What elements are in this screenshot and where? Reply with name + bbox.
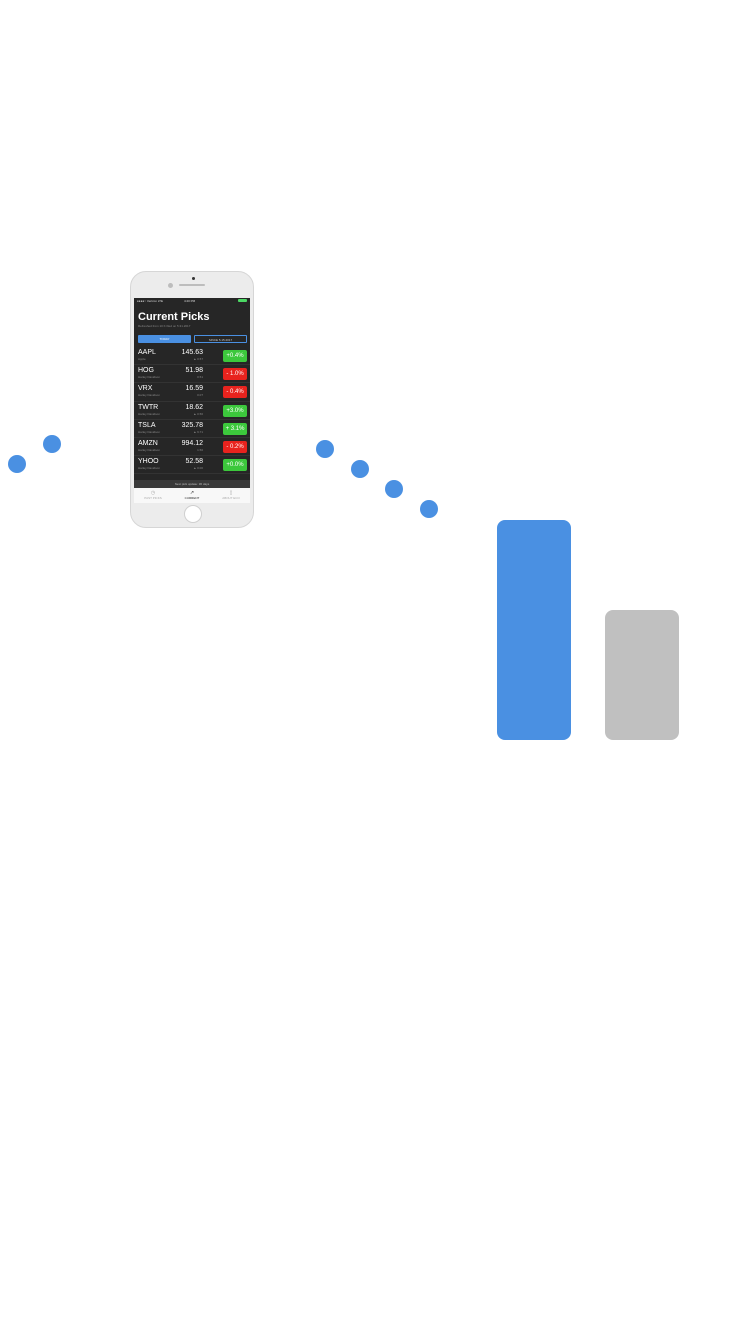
tab-label: PAST PICKS xyxy=(144,496,162,500)
segment-since[interactable]: SINCE 5.15.2017 xyxy=(194,335,247,343)
stock-symbol: VRX xyxy=(138,385,153,393)
stock-symbol: HOG xyxy=(138,367,154,375)
stock-price: 325.78 xyxy=(181,421,203,429)
decorative-dot xyxy=(43,435,61,453)
price-change: ▲ 9.71 xyxy=(193,429,203,434)
price-change: 0.07 xyxy=(197,393,203,398)
stock-row[interactable]: TSLA Harley Davidson 325.78 ▲ 9.71 + 3.1% xyxy=(134,420,250,438)
tab-about[interactable]: ▯ ABOUT ECO xyxy=(212,488,250,503)
tab-past-picks[interactable]: ◷ PAST PICKS xyxy=(134,488,172,503)
price-change: ▲ 0.56 xyxy=(193,411,203,416)
company-name: Harley Davidson xyxy=(138,411,161,416)
percent-badge: + 3.1% xyxy=(223,422,247,435)
speaker-grille xyxy=(179,284,205,286)
stock-price: 16.59 xyxy=(185,385,203,393)
page-title: Current Picks xyxy=(138,311,210,323)
battery-icon xyxy=(238,299,247,302)
phone-screen: ●●●●○ Verizon LTE 4:20 PM Current Picks … xyxy=(134,298,250,503)
percent-badge: +3.0% xyxy=(223,404,247,417)
next-update-label: Next pick update: 36 days xyxy=(134,480,250,488)
document-icon: ▯ xyxy=(229,490,233,496)
stock-price: 18.62 xyxy=(185,403,203,411)
decorative-gray-bar xyxy=(605,610,679,740)
decorative-dot xyxy=(316,440,334,458)
percent-badge: +0.4% xyxy=(223,350,247,362)
tab-label: CURRENT xyxy=(184,496,200,500)
stock-symbol: TWTR xyxy=(138,403,159,411)
status-bar: ●●●●○ Verizon LTE 4:20 PM xyxy=(134,298,250,304)
company-name: Harley Davidson xyxy=(138,447,161,452)
front-camera xyxy=(168,283,173,288)
stock-row[interactable]: HOG Harley Davidson 51.98 0.51 - 1.0% xyxy=(134,365,250,384)
company-name: Harley Davidson xyxy=(138,429,161,434)
stock-price: 994.12 xyxy=(181,439,203,447)
tab-bar: ◷ PAST PICKS ↗ CURRENT ▯ ABOUT ECO xyxy=(134,488,250,503)
percent-badge: - 0.4% xyxy=(223,386,247,399)
stock-list: AAPL Apple 145.63 ▲ 0.57 +0.4% HOG Harley Davi… xyxy=(134,347,250,475)
stock-symbol: YHOO xyxy=(138,458,159,466)
stock-row[interactable]: YHOO Harley Davidson 52.58 ▲ 0.00 +0.0% xyxy=(134,456,250,475)
decorative-blue-bar xyxy=(497,520,571,740)
stock-price: 52.58 xyxy=(185,458,203,466)
percent-badge: - 0.2% xyxy=(223,440,247,453)
price-change: ▲ 0.57 xyxy=(193,357,203,361)
camera-dot xyxy=(192,277,195,280)
home-button[interactable] xyxy=(184,505,202,523)
percent-badge: - 1.0% xyxy=(223,368,247,381)
stock-price: 145.63 xyxy=(181,349,203,356)
stock-row[interactable]: VRX Harley Davidson 16.59 0.07 - 0.4% xyxy=(134,383,250,402)
stock-price: 51.98 xyxy=(185,367,203,375)
trend-up-icon: ↗ xyxy=(189,490,195,496)
stock-row[interactable]: AAPL Apple 145.63 ▲ 0.57 +0.4% xyxy=(134,347,250,366)
segment-today[interactable]: TODAY xyxy=(138,335,191,343)
stock-symbol: AAPL xyxy=(138,349,156,356)
company-name: Harley Davidson xyxy=(138,393,161,398)
price-change: 0.51 xyxy=(197,375,203,380)
stock-row[interactable]: TWTR Harley Davidson 18.62 ▲ 0.56 +3.0% xyxy=(134,402,250,420)
page-subtitle: Refreshed from 10 K filed on 5.31.2017 xyxy=(138,324,191,328)
decorative-dot xyxy=(8,455,26,473)
tab-label: ABOUT ECO xyxy=(222,496,240,500)
percent-badge: +0.0% xyxy=(223,459,247,472)
decorative-dot xyxy=(420,500,438,518)
company-name: Harley Davidson xyxy=(138,375,161,380)
company-name: Apple xyxy=(138,357,146,361)
tab-current[interactable]: ↗ CURRENT xyxy=(173,488,211,503)
stock-row[interactable]: AMZN Harley Davidson 994.12 1.56 - 0.2% xyxy=(134,438,250,457)
clock-label: 4:20 PM xyxy=(184,299,196,303)
price-change: ▲ 0.00 xyxy=(193,466,203,471)
stock-symbol: AMZN xyxy=(138,439,158,447)
carrier-label: ●●●●○ Verizon LTE xyxy=(137,299,164,303)
stock-symbol: TSLA xyxy=(138,421,156,429)
clock-icon: ◷ xyxy=(150,490,156,496)
phone-frame: ●●●●○ Verizon LTE 4:20 PM Current Picks … xyxy=(130,271,254,528)
decorative-dot xyxy=(351,460,369,478)
decorative-dot xyxy=(385,480,403,498)
price-change: 1.56 xyxy=(197,447,203,452)
company-name: Harley Davidson xyxy=(138,466,161,471)
